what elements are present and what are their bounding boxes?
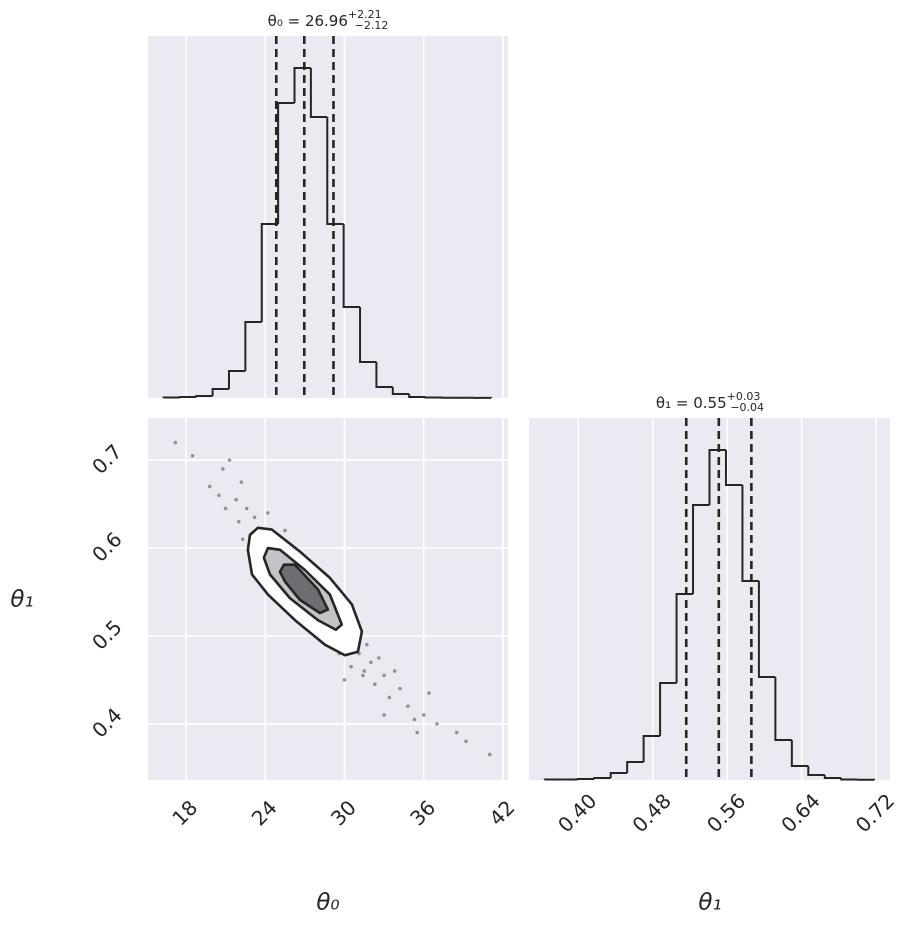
- x-tick-label: 18: [167, 795, 202, 830]
- histogram-step: [326, 117, 344, 225]
- histogram-step: [741, 485, 759, 582]
- histogram-step: [576, 778, 595, 780]
- x-tick-label: 36: [405, 795, 440, 830]
- histogram-step: [823, 775, 842, 779]
- histogram-step: [391, 387, 410, 395]
- histogram-step: [424, 396, 442, 399]
- histogram-step: [178, 396, 197, 398]
- density-contour: [278, 563, 330, 615]
- title-upper: +0.03: [727, 390, 761, 403]
- histogram-step: [708, 449, 726, 505]
- sample-point: [406, 704, 410, 708]
- histogram-step: [790, 740, 809, 767]
- sample-point: [223, 506, 228, 511]
- x-tick-label: 0.72: [851, 789, 899, 837]
- histogram-step: [609, 772, 628, 778]
- title-main: θ₀ = 26.96: [268, 12, 348, 30]
- sample-point: [387, 695, 392, 700]
- histogram-step: [724, 450, 743, 486]
- sample-point: [207, 484, 212, 489]
- sample-point: [362, 669, 367, 673]
- histogram-step: [227, 370, 246, 389]
- histogram-step: [408, 394, 426, 398]
- sample-point: [240, 537, 245, 542]
- sample-point: [234, 497, 238, 502]
- histogram-step: [626, 761, 644, 773]
- panel-title: θ₀ = 26.96+2.21 −2.12: [268, 8, 389, 32]
- sample-point: [349, 664, 353, 669]
- sample-point: [382, 673, 386, 678]
- panel-title: θ₁ = 0.55+0.03 −0.04: [656, 390, 764, 414]
- sample-point: [283, 528, 287, 533]
- sample-point: [415, 730, 419, 735]
- sample-point: [221, 467, 225, 471]
- x-axis-label: θ₁: [698, 890, 721, 916]
- histogram-step: [277, 102, 295, 224]
- sample-point: [190, 453, 195, 458]
- histogram-step: [195, 395, 213, 397]
- sample-point: [454, 730, 459, 735]
- histogram-step: [543, 778, 562, 781]
- histogram-step: [692, 504, 710, 594]
- y-tick-label: 0.6: [87, 527, 126, 566]
- sample-point: [487, 752, 492, 757]
- x-tick-label: 30: [326, 795, 361, 830]
- sample-point: [244, 506, 249, 511]
- sample-point: [227, 458, 232, 462]
- title-main: θ₁ = 0.55: [656, 394, 727, 412]
- histogram-step: [342, 224, 361, 308]
- histogram-step: [675, 593, 694, 683]
- sample-point: [365, 642, 369, 647]
- sample-point: [376, 656, 381, 660]
- sample-point: [373, 682, 377, 687]
- title-upper: +2.21: [348, 8, 382, 21]
- sample-point: [412, 717, 417, 722]
- histogram-step: [211, 388, 229, 396]
- sample-point: [435, 721, 439, 726]
- sample-point: [421, 713, 426, 717]
- sample-point: [342, 678, 347, 682]
- sample-point: [252, 515, 257, 520]
- y-tick-label: 0.7: [87, 439, 126, 478]
- histogram-step: [856, 778, 876, 781]
- histogram-step: [642, 735, 661, 762]
- sample-point: [464, 739, 468, 744]
- histogram-step: [757, 581, 776, 678]
- sample-point: [392, 669, 397, 673]
- histogram-step: [840, 778, 858, 781]
- sample-point: [236, 519, 241, 524]
- x-tick-label: 42: [484, 795, 519, 830]
- sample-point: [369, 660, 373, 665]
- x-tick-label: 24: [247, 795, 282, 830]
- histogram-step: [807, 766, 825, 776]
- histogram-step: [244, 321, 262, 371]
- histogram-step: [593, 777, 611, 779]
- sample-point: [361, 673, 365, 678]
- title-lower: −2.12: [355, 19, 389, 32]
- x-tick-label: 0.48: [627, 789, 675, 837]
- sample-point: [382, 713, 386, 717]
- x-tick-label: 0.56: [702, 789, 750, 837]
- histogram-step: [162, 396, 180, 399]
- y-axis-label: θ₁: [10, 587, 33, 613]
- sample-point: [398, 686, 402, 691]
- sample-point: [239, 480, 244, 484]
- histogram-step: [774, 677, 792, 741]
- sample-point: [266, 511, 270, 515]
- histogram-step: [659, 682, 677, 736]
- sample-point: [427, 691, 431, 695]
- histogram-step: [260, 223, 279, 322]
- sample-point: [217, 493, 221, 498]
- x-tick-label: 0.64: [776, 789, 824, 837]
- histogram-step: [375, 362, 393, 388]
- sample-point: [173, 440, 178, 445]
- title-lower: −0.04: [730, 401, 764, 414]
- x-axis-label: θ₀: [316, 890, 339, 916]
- histogram-step: [309, 68, 328, 118]
- y-tick-label: 0.4: [87, 703, 126, 742]
- y-tick-label: 0.5: [87, 615, 126, 654]
- histogram-step: [359, 307, 377, 363]
- x-tick-label: 0.40: [553, 789, 601, 837]
